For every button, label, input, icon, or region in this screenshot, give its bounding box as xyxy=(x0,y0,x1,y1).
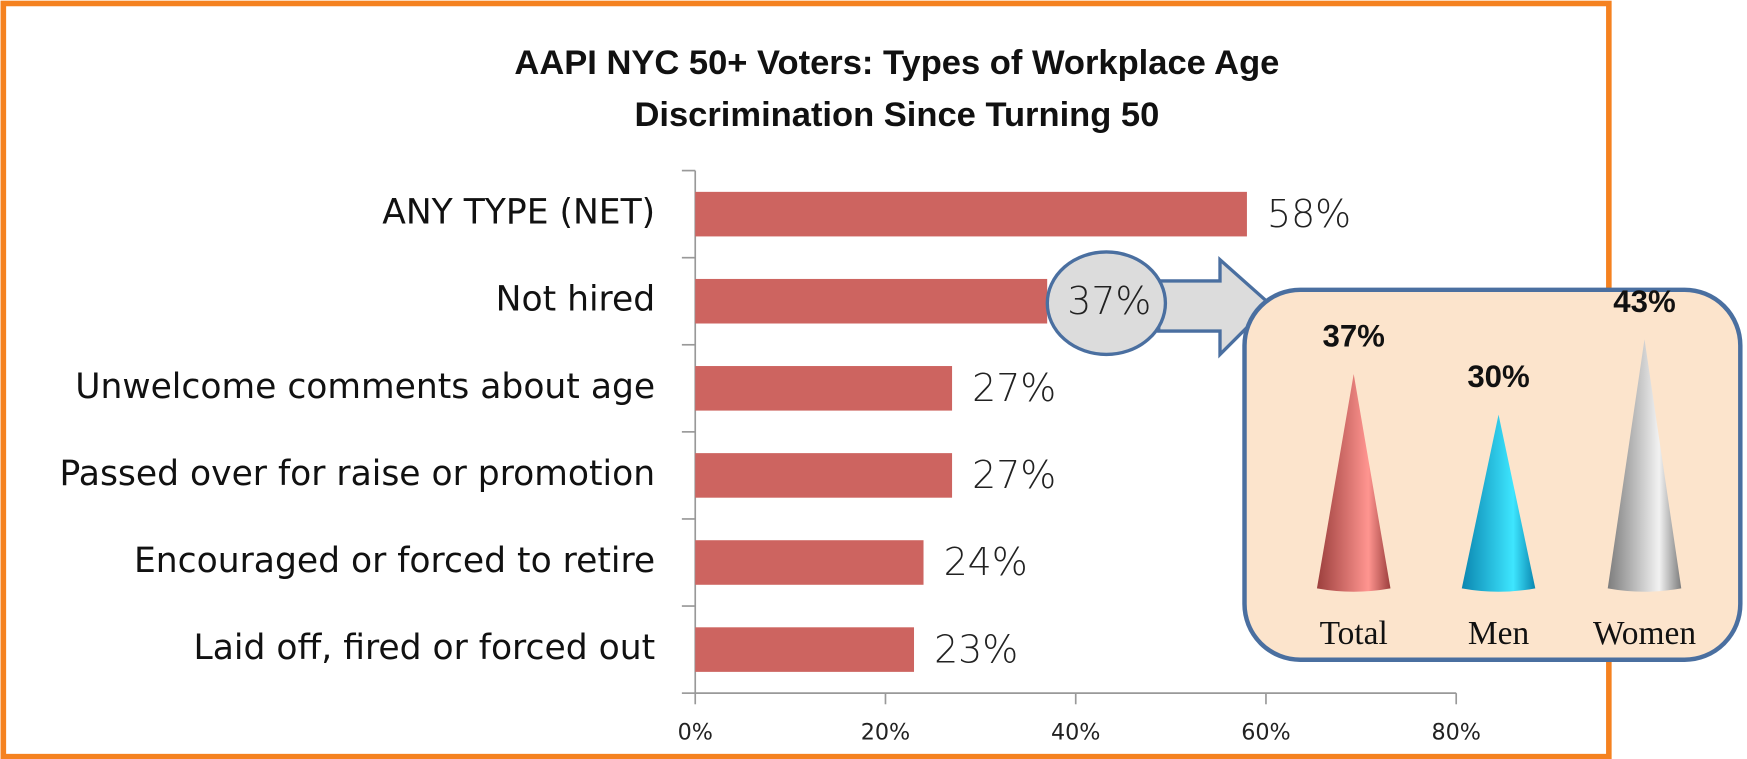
x-tick-label: 40% xyxy=(1051,720,1101,746)
cone-category-label: Men xyxy=(1468,615,1530,652)
cone-value-label: 37% xyxy=(1322,319,1384,354)
chart-title: Discrimination Since Turning 50 xyxy=(634,96,1159,134)
value-label: 37% xyxy=(1067,279,1151,323)
category-label: Not hired xyxy=(496,280,655,320)
bar xyxy=(695,192,1247,237)
category-label: Laid off, fired or forced out xyxy=(194,628,656,668)
cone-category-label: Total xyxy=(1320,615,1388,652)
cone-value-label: 43% xyxy=(1613,284,1675,319)
bar xyxy=(695,453,952,498)
x-tick-label: 20% xyxy=(861,720,911,746)
value-label: 27% xyxy=(972,366,1056,410)
value-label: 24% xyxy=(944,540,1028,584)
value-label: 27% xyxy=(972,453,1056,497)
page: AAPI NYC 50+ Voters: Types of Workplace … xyxy=(0,0,1747,759)
value-label: 58% xyxy=(1267,192,1351,236)
cone-value-label: 30% xyxy=(1467,359,1529,394)
bar xyxy=(695,279,1047,324)
cone-category-label: Women xyxy=(1593,615,1696,652)
x-tick-label: 0% xyxy=(678,720,713,746)
x-tick-label: 80% xyxy=(1431,720,1481,746)
chart: AAPI NYC 50+ Voters: Types of Workplace … xyxy=(0,0,1747,759)
chart-title: AAPI NYC 50+ Voters: Types of Workplace … xyxy=(514,44,1279,82)
category-label: Passed over for raise or promotion xyxy=(60,454,656,494)
category-label: ANY TYPE (NET) xyxy=(382,193,655,233)
category-label: Unwelcome comments about age xyxy=(75,367,655,407)
x-tick-label: 60% xyxy=(1241,720,1291,746)
bar xyxy=(695,366,952,411)
value-label: 23% xyxy=(934,627,1018,671)
bar xyxy=(695,540,923,585)
bar xyxy=(695,627,914,672)
category-label: Encouraged or forced to retire xyxy=(134,541,655,581)
